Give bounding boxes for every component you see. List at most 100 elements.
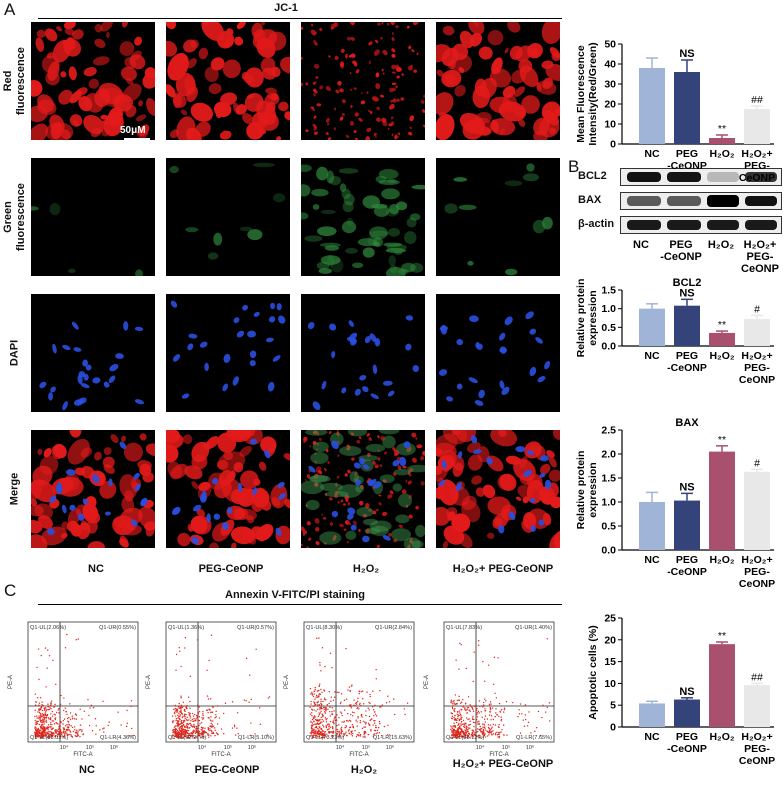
event-dot <box>486 718 489 720</box>
event-dot <box>312 705 315 707</box>
flow-x-tick: 10⁴ <box>336 744 345 751</box>
event-dot <box>190 720 192 722</box>
event-dot <box>202 717 205 719</box>
event-dot <box>462 732 464 734</box>
flow-axis-y: PE-A <box>284 675 290 689</box>
event-dot <box>197 704 199 706</box>
event-dot <box>74 718 76 720</box>
event-dot <box>55 732 57 734</box>
event-dot <box>359 702 361 705</box>
event-dot <box>38 704 40 706</box>
event-dot <box>457 724 459 727</box>
quadrant-ul: Q1-UL(7.83%) <box>446 625 482 631</box>
band-peg <box>667 172 701 182</box>
event-dot <box>484 715 487 717</box>
row-label-merge: Merge <box>8 472 21 506</box>
event-dot <box>187 696 190 698</box>
event-dot <box>313 690 315 693</box>
event-dot <box>65 711 68 713</box>
event-dot <box>334 691 336 693</box>
event-dot <box>364 721 366 723</box>
event-dot <box>175 669 177 672</box>
bar <box>674 699 700 727</box>
event-dot <box>325 699 327 701</box>
event-dot <box>453 730 456 732</box>
event-dot <box>196 728 199 730</box>
event-dot <box>452 730 454 733</box>
event-dot <box>341 721 343 723</box>
event-dot <box>343 709 346 711</box>
event-dot <box>38 731 40 734</box>
event-dot <box>51 720 54 722</box>
event-dot <box>197 713 200 715</box>
event-dot <box>133 734 135 737</box>
event-dot <box>182 723 185 726</box>
event-dot <box>479 729 482 731</box>
event-dot <box>340 693 343 695</box>
event-dot <box>40 721 42 724</box>
wb-lane-label: CeONP <box>741 263 779 275</box>
event-dot <box>69 731 72 733</box>
event-dot <box>47 649 49 651</box>
event-dot <box>495 708 497 710</box>
chart-ylabel: Relative protein <box>575 279 587 358</box>
event-dot <box>535 727 538 729</box>
event-dot <box>45 721 48 723</box>
event-dot <box>317 715 320 718</box>
event-dot <box>487 731 489 733</box>
event-dot <box>40 654 42 657</box>
event-dot <box>188 719 190 721</box>
event-dot <box>457 717 459 720</box>
micrograph-red-1 <box>31 22 155 140</box>
bar-chart-apoptotic: Apoptotic cells (%) 0 5 10 15 20 25 NC NS PEG-CeO… <box>587 613 775 768</box>
event-dot <box>184 647 186 649</box>
event-dot <box>496 734 499 736</box>
event-dot <box>462 698 464 701</box>
event-dot <box>38 723 40 726</box>
event-dot <box>333 722 335 724</box>
event-dot <box>320 704 323 706</box>
event-dot <box>363 730 366 733</box>
event-dot <box>185 724 188 726</box>
event-dot <box>68 724 70 726</box>
x-tick-label: PEG <box>676 731 698 743</box>
event-dot <box>58 732 60 735</box>
event-dot <box>351 730 353 732</box>
wb-lane-label: NC <box>633 239 649 251</box>
event-dot <box>71 736 74 738</box>
event-dot <box>458 668 460 670</box>
event-dot <box>385 702 388 704</box>
event-dot <box>352 725 354 728</box>
event-dot <box>330 696 333 698</box>
y-tick-label: 0 <box>610 722 616 734</box>
event-dot <box>178 646 180 649</box>
event-dot <box>43 709 46 711</box>
event-dot <box>355 736 358 738</box>
event-dot <box>313 720 315 722</box>
event-dot <box>203 730 205 732</box>
event-dot <box>313 729 315 732</box>
event-dot <box>171 720 174 723</box>
event-dot <box>188 711 190 714</box>
event-dot <box>345 698 348 700</box>
event-dot <box>183 713 186 716</box>
y-tick-label: 30 <box>604 79 616 91</box>
event-dot <box>370 718 372 721</box>
event-dot <box>193 718 195 720</box>
event-dot <box>310 703 312 705</box>
event-dot <box>347 720 350 722</box>
quadrant-ur: Q1-UR(0.55%) <box>99 625 136 631</box>
event-dot <box>522 719 524 721</box>
event-dot <box>363 731 365 734</box>
event-dot <box>183 730 186 733</box>
event-dot <box>472 735 474 737</box>
event-dot <box>320 716 322 719</box>
event-dot <box>34 733 36 735</box>
event-dot <box>465 709 467 711</box>
event-dot <box>488 703 491 706</box>
micrograph-green-1 <box>31 158 155 276</box>
event-dot <box>231 701 234 703</box>
event-dot <box>339 702 342 705</box>
event-dot <box>69 718 72 721</box>
